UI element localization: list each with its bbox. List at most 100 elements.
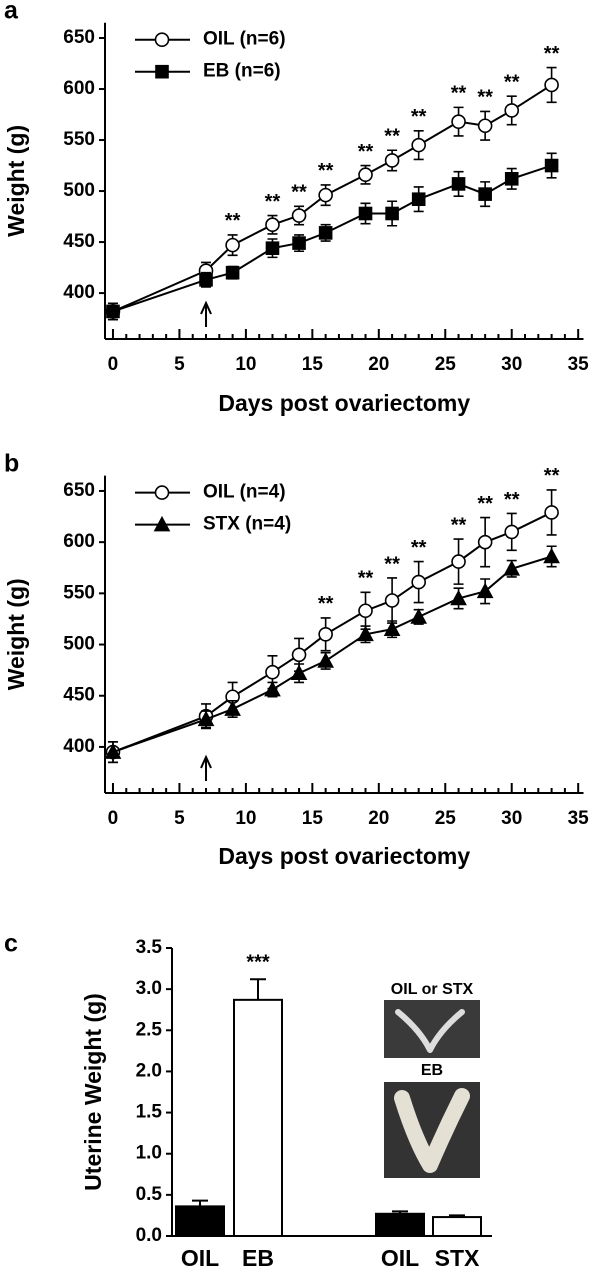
marker — [104, 743, 122, 759]
arrow — [200, 300, 212, 327]
legend-marker — [154, 32, 170, 48]
y-tick-label: 3.0 — [136, 978, 162, 999]
photo-oil-stx — [384, 1000, 480, 1058]
marker — [106, 304, 120, 319]
panel-label: b — [4, 450, 19, 478]
significance-label: ** — [477, 87, 493, 109]
x-tick-label: 0 — [108, 808, 119, 829]
significance-label: ** — [544, 43, 560, 65]
y-tick-label: 1.5 — [136, 1102, 163, 1123]
significance-label: ** — [318, 593, 334, 615]
bar — [175, 1205, 225, 1238]
marker — [477, 118, 493, 134]
y-tick-label: 0.0 — [136, 1225, 162, 1246]
image-label: OIL or STX — [391, 981, 474, 998]
marker — [317, 652, 334, 668]
x-axis-label: Days post ovariectomy — [218, 843, 470, 869]
legend-label: EB (n=6) — [203, 61, 281, 82]
significance-label: ** — [384, 553, 400, 575]
marker — [411, 574, 426, 590]
marker — [411, 137, 426, 153]
significance-label: ** — [451, 83, 467, 105]
x-tick-label: EB — [242, 1245, 274, 1271]
y-tick-label: 550 — [63, 582, 95, 603]
y-tick-label: 2.5 — [136, 1019, 163, 1040]
significance-label: ** — [477, 493, 493, 515]
marker — [291, 208, 307, 223]
bar — [233, 998, 283, 1238]
marker — [477, 534, 493, 550]
y-tick-label: 400 — [63, 736, 95, 757]
marker — [543, 547, 560, 564]
y-tick-label: 2.0 — [136, 1060, 162, 1081]
marker — [544, 505, 559, 520]
legend-marker — [154, 485, 170, 500]
y-axis-label: Uterine Weight (g) — [80, 993, 106, 1191]
x-axis-label: Days post ovariectomy — [218, 390, 470, 416]
marker — [357, 625, 374, 642]
marker — [224, 700, 241, 716]
marker — [197, 710, 215, 727]
legend-marker — [155, 64, 169, 79]
marker — [264, 680, 281, 697]
marker — [384, 153, 400, 168]
marker — [544, 158, 559, 173]
y-tick-label: 1.0 — [136, 1143, 162, 1164]
marker — [411, 192, 426, 207]
marker — [451, 554, 466, 569]
error-bar — [250, 978, 266, 1000]
marker — [451, 114, 466, 129]
x-tick-label: 20 — [368, 354, 389, 375]
marker — [318, 226, 333, 240]
x-tick-label: OIL — [381, 1245, 419, 1271]
legend-label: OIL (n=4) — [203, 482, 286, 503]
significance-label: ** — [291, 182, 307, 204]
y-tick-label: 500 — [63, 634, 95, 655]
marker — [292, 236, 306, 250]
y-tick-label: 3.5 — [136, 937, 163, 958]
image-label: EB — [421, 1062, 443, 1079]
marker — [318, 626, 333, 642]
marker — [291, 647, 307, 663]
marker — [265, 217, 280, 233]
panel-label: a — [4, 0, 19, 25]
significance-label: *** — [246, 952, 270, 974]
legend-marker — [153, 515, 171, 532]
marker — [450, 589, 467, 606]
significance-label: ** — [411, 106, 427, 128]
marker — [504, 103, 520, 118]
significance-label: ** — [225, 210, 241, 232]
x-tick-label: 30 — [501, 808, 522, 829]
x-tick-label: 5 — [174, 354, 185, 375]
panel-label: c — [4, 930, 18, 958]
y-axis-label: Weight (g) — [3, 125, 29, 237]
y-tick-label: 450 — [63, 231, 95, 252]
bar — [375, 1212, 425, 1237]
marker — [503, 560, 521, 576]
x-tick-label: OIL — [181, 1245, 219, 1271]
y-tick-label: 650 — [63, 27, 95, 48]
significance-label: ** — [318, 160, 334, 182]
significance-label: ** — [384, 126, 400, 148]
significance-label: ** — [358, 141, 374, 163]
y-tick-label: 550 — [63, 129, 95, 150]
marker — [504, 172, 519, 186]
marker — [225, 237, 240, 253]
x-tick-label: 35 — [568, 354, 590, 375]
y-tick-label: 0.5 — [136, 1184, 163, 1205]
x-tick-label: 15 — [302, 808, 324, 829]
marker — [504, 524, 520, 540]
marker — [265, 241, 280, 255]
marker — [544, 77, 559, 93]
x-tick-label: STX — [435, 1245, 480, 1271]
legend-label: STX (n=4) — [203, 514, 291, 535]
marker — [383, 620, 401, 636]
x-tick-label: 10 — [235, 354, 256, 375]
marker — [478, 187, 492, 201]
significance-label: ** — [504, 489, 520, 511]
significance-label: ** — [411, 537, 427, 559]
marker — [318, 187, 333, 203]
significance-label: ** — [544, 465, 560, 487]
x-tick-label: 15 — [302, 354, 324, 375]
